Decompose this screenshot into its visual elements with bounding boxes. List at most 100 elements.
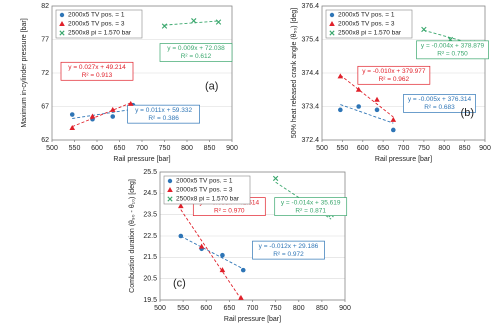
legend-marker <box>329 21 335 26</box>
x-tick-label: 850 <box>316 305 328 312</box>
x-tick-label: 850 <box>459 145 471 152</box>
x-tick-label: 500 <box>46 145 58 152</box>
annotation-box <box>159 43 233 62</box>
marker <box>219 267 226 273</box>
x-tick-label: 800 <box>293 305 305 312</box>
marker <box>215 19 222 25</box>
x-axis-label: Rail pressure [bar] <box>375 156 432 163</box>
annotation-box <box>252 240 325 260</box>
legend-marker <box>59 30 65 36</box>
x-tick-label: 850 <box>204 145 216 152</box>
y-tick-label: 375.4 <box>301 36 319 43</box>
annotation-box <box>357 65 431 85</box>
x-tick-label: 600 <box>200 305 212 312</box>
trend-line <box>340 104 394 124</box>
y-tick-label: 82 <box>41 3 49 10</box>
plot-frame <box>51 5 233 141</box>
x-tick-label: 650 <box>377 145 389 152</box>
x-axis-label: Rail pressure [bar] <box>224 316 281 323</box>
annotation-text: R² = 0.612 <box>181 53 212 60</box>
x-tick-label: 900 <box>479 145 491 152</box>
annotation-text: R² = 0.386 <box>148 115 179 122</box>
annotation-text: R² = 0.683 <box>424 104 455 111</box>
legend-marker <box>59 21 65 26</box>
marker <box>391 127 396 133</box>
x-tick-label: 550 <box>69 145 81 152</box>
marker <box>161 23 168 29</box>
annotation-box <box>403 94 476 113</box>
marker <box>127 100 134 106</box>
panel-label: (c) <box>173 277 186 289</box>
legend-box <box>163 175 251 205</box>
y-axis-label: Maximum in-cylinder pressure [bar] <box>21 18 28 127</box>
trend-line <box>180 209 242 300</box>
trend-line <box>180 235 244 270</box>
annotation-text: R² = 0.972 <box>273 251 304 258</box>
x-tick-label: 800 <box>181 145 193 152</box>
y-tick-label: 77 <box>41 36 49 43</box>
legend-label: 2500x8 pi = 1.570 bar <box>176 196 240 203</box>
x-tick-label: 650 <box>224 305 236 312</box>
legend-box <box>325 9 413 39</box>
marker <box>240 267 246 273</box>
y-tick-label: 373.4 <box>301 103 319 110</box>
x-tick-label: 750 <box>159 145 171 152</box>
annotation-box <box>416 40 489 60</box>
x-tick-label: 900 <box>226 145 238 152</box>
marker <box>421 26 427 33</box>
legend-marker <box>329 12 335 18</box>
legend-label: 2000x5 TV pos. = 1 <box>338 12 395 19</box>
y-tick-label: 23.5 <box>143 212 157 219</box>
y-tick-label: 372.4 <box>301 137 319 144</box>
x-tick-label: 700 <box>136 145 148 152</box>
y-tick-label: 20.5 <box>143 276 157 283</box>
annotation-text: R² = 0.871 <box>295 207 326 214</box>
legend-label: 2500x8 pi = 1.570 bar <box>338 30 402 37</box>
panel-label: (a) <box>205 80 218 92</box>
marker <box>178 203 184 209</box>
y-tick-label: 374.4 <box>301 70 319 77</box>
y-axis-label: 50% heat released crank angle (θ₅₀) [deg… <box>291 8 298 138</box>
annotation-text: R² = 0.913 <box>82 72 113 79</box>
marker <box>191 18 197 24</box>
legend-label: 2000x5 TV pos. = 1 <box>68 12 125 19</box>
annotation-text: y = 0.027x + 49.214 <box>68 64 126 71</box>
marker <box>337 73 344 79</box>
marker <box>356 104 361 109</box>
marker <box>178 233 184 239</box>
x-tick-label: 800 <box>438 145 450 152</box>
plot-frame <box>321 5 486 141</box>
x-axis-label: Rail pressure [bar] <box>113 156 170 163</box>
annotation-text: y = -0.014x + 35.619 <box>281 199 341 206</box>
x-tick-label: 900 <box>339 305 351 312</box>
legend-label: 2000x5 TV pos. = 1 <box>176 178 233 185</box>
legend-label: 2500x8 pi = 1.570 bar <box>68 30 132 37</box>
marker <box>69 124 76 130</box>
y-axis-label: Combustion duration (θ₉₀ - θ₁₀) [deg] <box>129 179 136 293</box>
x-tick-label: 550 <box>177 305 189 312</box>
legend-marker <box>329 30 335 36</box>
x-tick-label: 750 <box>418 145 430 152</box>
marker <box>110 114 116 119</box>
annotation-text: y = 0.011x + 59.332 <box>135 107 192 114</box>
legend-label: 2000x5 TV pos. = 3 <box>338 21 395 28</box>
trend-line <box>340 74 394 118</box>
annotation-text: R² = 0.962 <box>379 76 410 83</box>
legend-box <box>55 9 143 39</box>
x-tick-label: 500 <box>154 305 166 312</box>
x-tick-label: 550 <box>337 145 349 152</box>
y-tick-label: 19.5 <box>143 297 157 304</box>
marker <box>238 294 244 300</box>
y-tick-label: 21.5 <box>143 254 157 261</box>
marker <box>355 86 362 92</box>
marker <box>374 107 380 113</box>
y-tick-label: 62 <box>41 137 49 144</box>
annotation-text: y = -0.005x + 376.314 <box>408 96 472 103</box>
annotation-text: R² = 0.750 <box>437 51 468 58</box>
y-tick-label: 376.4 <box>301 3 319 10</box>
legend-label: 2000x5 TV pos. = 3 <box>176 187 233 194</box>
marker <box>198 243 205 249</box>
marker <box>89 113 96 119</box>
x-tick-label: 700 <box>398 145 410 152</box>
